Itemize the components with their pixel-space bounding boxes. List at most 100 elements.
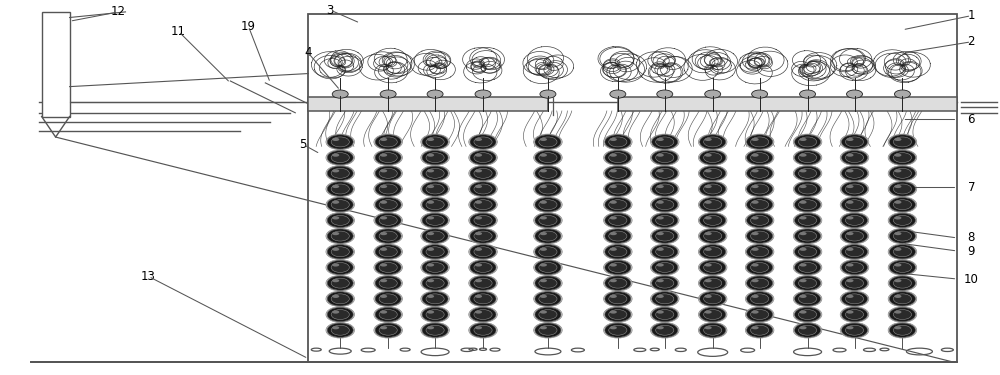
- Ellipse shape: [840, 181, 869, 197]
- Ellipse shape: [700, 150, 726, 165]
- Ellipse shape: [656, 294, 674, 304]
- Ellipse shape: [327, 292, 353, 306]
- Ellipse shape: [840, 291, 869, 307]
- Ellipse shape: [793, 228, 822, 244]
- Ellipse shape: [650, 291, 679, 307]
- Ellipse shape: [331, 231, 349, 241]
- Text: 10: 10: [964, 273, 979, 285]
- Ellipse shape: [331, 184, 349, 194]
- Ellipse shape: [380, 201, 387, 204]
- Ellipse shape: [747, 150, 773, 165]
- Ellipse shape: [700, 260, 726, 274]
- Ellipse shape: [700, 166, 726, 180]
- Ellipse shape: [535, 260, 561, 274]
- Ellipse shape: [795, 198, 821, 212]
- Ellipse shape: [652, 150, 678, 165]
- Ellipse shape: [610, 153, 617, 157]
- Ellipse shape: [421, 197, 449, 213]
- Ellipse shape: [793, 165, 822, 181]
- Ellipse shape: [327, 213, 353, 228]
- Ellipse shape: [704, 262, 722, 272]
- Ellipse shape: [700, 292, 726, 306]
- Ellipse shape: [470, 292, 496, 306]
- Ellipse shape: [893, 153, 912, 163]
- Ellipse shape: [605, 292, 631, 306]
- Text: 4: 4: [305, 46, 312, 60]
- Ellipse shape: [610, 248, 617, 251]
- Ellipse shape: [427, 90, 443, 98]
- Ellipse shape: [889, 213, 915, 228]
- Text: 9: 9: [968, 244, 975, 258]
- Ellipse shape: [656, 325, 674, 335]
- Ellipse shape: [793, 260, 822, 275]
- Ellipse shape: [800, 90, 816, 98]
- Ellipse shape: [798, 153, 817, 163]
- Ellipse shape: [798, 325, 817, 335]
- Ellipse shape: [888, 213, 917, 228]
- Text: 19: 19: [241, 20, 256, 33]
- Ellipse shape: [332, 263, 339, 267]
- Ellipse shape: [846, 185, 854, 188]
- Ellipse shape: [469, 228, 497, 244]
- Ellipse shape: [375, 229, 401, 243]
- Ellipse shape: [331, 153, 349, 163]
- Ellipse shape: [421, 244, 449, 260]
- Ellipse shape: [427, 201, 434, 204]
- Ellipse shape: [535, 213, 561, 228]
- Ellipse shape: [426, 294, 444, 304]
- Ellipse shape: [539, 168, 557, 178]
- Ellipse shape: [650, 228, 679, 244]
- Ellipse shape: [610, 310, 617, 314]
- Ellipse shape: [535, 292, 561, 306]
- Ellipse shape: [609, 247, 627, 257]
- Ellipse shape: [380, 248, 387, 251]
- Ellipse shape: [332, 90, 348, 98]
- Text: 7: 7: [968, 181, 975, 194]
- Ellipse shape: [842, 260, 867, 274]
- Ellipse shape: [426, 137, 444, 147]
- Ellipse shape: [657, 326, 664, 329]
- Ellipse shape: [422, 198, 448, 212]
- Ellipse shape: [326, 165, 355, 181]
- Ellipse shape: [656, 278, 674, 288]
- Ellipse shape: [426, 153, 444, 163]
- Ellipse shape: [427, 153, 434, 157]
- Ellipse shape: [650, 322, 679, 338]
- Ellipse shape: [652, 244, 678, 259]
- Ellipse shape: [379, 278, 397, 288]
- Ellipse shape: [470, 276, 496, 290]
- Ellipse shape: [795, 182, 821, 196]
- Ellipse shape: [840, 165, 869, 181]
- Ellipse shape: [652, 308, 678, 322]
- Ellipse shape: [534, 150, 562, 165]
- Ellipse shape: [474, 200, 492, 210]
- Ellipse shape: [540, 201, 547, 204]
- Ellipse shape: [610, 216, 617, 219]
- Ellipse shape: [889, 229, 915, 243]
- Ellipse shape: [540, 310, 547, 314]
- Ellipse shape: [604, 165, 632, 181]
- Ellipse shape: [374, 165, 402, 181]
- Ellipse shape: [888, 260, 917, 275]
- Ellipse shape: [888, 244, 917, 260]
- Ellipse shape: [332, 295, 339, 298]
- Ellipse shape: [888, 307, 917, 322]
- Ellipse shape: [426, 278, 444, 288]
- Ellipse shape: [893, 294, 912, 304]
- Ellipse shape: [752, 263, 759, 267]
- Ellipse shape: [426, 309, 444, 320]
- Ellipse shape: [793, 244, 822, 260]
- Ellipse shape: [332, 326, 339, 329]
- Ellipse shape: [798, 294, 817, 304]
- Ellipse shape: [332, 138, 339, 141]
- Ellipse shape: [539, 231, 557, 241]
- Ellipse shape: [793, 322, 822, 338]
- Ellipse shape: [888, 275, 917, 291]
- Ellipse shape: [539, 309, 557, 320]
- Ellipse shape: [475, 295, 482, 298]
- Ellipse shape: [846, 153, 854, 157]
- Ellipse shape: [889, 292, 915, 306]
- Ellipse shape: [698, 244, 727, 260]
- Ellipse shape: [845, 137, 864, 147]
- Ellipse shape: [427, 138, 434, 141]
